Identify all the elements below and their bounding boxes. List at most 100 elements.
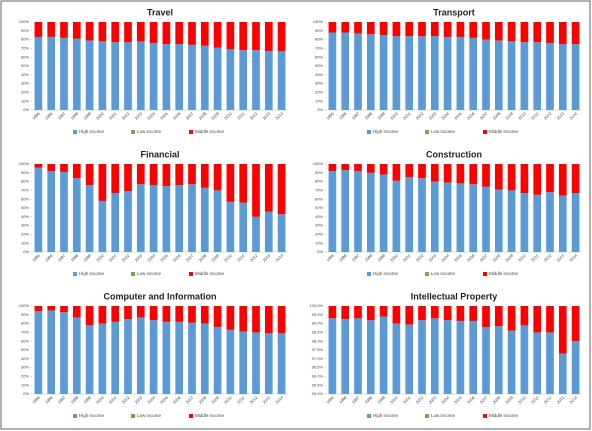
y-tick-label: 50% xyxy=(21,63,29,68)
x-tick-label: 2008 xyxy=(197,252,207,262)
bar-segment xyxy=(379,164,388,175)
x-tick-label: 2007 xyxy=(185,394,195,404)
legend-swatch xyxy=(425,130,429,134)
bar-segment xyxy=(188,184,196,252)
bar-segment xyxy=(239,306,248,332)
x-tick-label: 2004 xyxy=(440,394,450,404)
bar-segment xyxy=(175,44,184,110)
bar-segment xyxy=(34,311,43,394)
bar-segment xyxy=(264,211,273,252)
x-tick-label: 2002 xyxy=(415,110,425,120)
bar-segment xyxy=(379,22,388,36)
bar-segment xyxy=(469,184,478,252)
bar-segment xyxy=(175,22,184,44)
y-tick-label: 10% xyxy=(315,98,323,103)
bar-segment xyxy=(34,36,43,110)
bar-segment xyxy=(188,164,196,185)
bar-segment xyxy=(264,306,273,334)
x-tick-label: 2003 xyxy=(133,252,143,262)
bar-segment xyxy=(392,180,401,252)
bar-segment xyxy=(379,35,388,111)
bar-segment xyxy=(34,22,43,37)
bar-segment xyxy=(456,320,465,394)
x-tick-label: 2008 xyxy=(491,252,501,262)
bar-segment xyxy=(34,167,43,252)
bar-segment xyxy=(418,306,426,321)
bar-segment xyxy=(277,333,286,394)
x-tick-label: 2001 xyxy=(402,394,412,404)
bar-segment xyxy=(520,193,529,252)
y-tick-label: 50% xyxy=(315,205,323,210)
x-tick-label: 1996 xyxy=(44,252,54,262)
bar-segment xyxy=(366,306,375,321)
bar-segment xyxy=(520,325,529,394)
legend-label: High income xyxy=(79,413,105,418)
bar-segment xyxy=(72,164,81,179)
bar-segment xyxy=(60,312,68,394)
bar-segment xyxy=(482,186,490,252)
y-tick-label: 30% xyxy=(21,223,29,228)
bar-segment xyxy=(418,22,426,37)
bar-segment xyxy=(341,319,350,394)
bar-segment xyxy=(328,32,337,111)
x-tick-label: 2008 xyxy=(197,394,207,404)
y-tick-label: 97.0% xyxy=(312,356,324,361)
legend-label: High income xyxy=(373,129,399,134)
x-tick-label: 2013 xyxy=(261,394,271,404)
bar-segment xyxy=(200,45,209,111)
bar-segment xyxy=(546,332,554,394)
x-tick-label: 2001 xyxy=(402,252,412,262)
bar-segment xyxy=(277,214,286,252)
bar-segment xyxy=(175,306,184,322)
bar-segment xyxy=(443,164,452,183)
bar-segment xyxy=(239,50,248,110)
x-tick-label: 2007 xyxy=(479,252,489,262)
bar-segment xyxy=(149,43,158,111)
bar-segment xyxy=(533,22,542,43)
x-tick-label: 1996 xyxy=(338,394,348,404)
bar-segment xyxy=(264,164,273,212)
bar-segment xyxy=(418,320,426,394)
x-tick-label: 1998 xyxy=(363,252,373,262)
bar-segment xyxy=(392,22,401,37)
x-tick-label: 2009 xyxy=(504,252,514,262)
bar-segment xyxy=(494,22,503,41)
bar-segment xyxy=(469,164,478,185)
bar-segment xyxy=(111,193,120,252)
bar-segment xyxy=(430,164,439,182)
bar-segment xyxy=(507,41,516,110)
bar-segment xyxy=(533,42,542,110)
legend-label: High income xyxy=(373,413,399,418)
bar-segment xyxy=(533,332,542,394)
bar-segment xyxy=(443,306,452,321)
x-tick-label: 2001 xyxy=(108,252,118,262)
bar-segment xyxy=(226,49,235,110)
legend-swatch xyxy=(483,272,487,276)
bar-segment xyxy=(469,22,478,38)
x-tick-label: 2005 xyxy=(159,252,169,262)
chart-title: Computer and Information xyxy=(104,291,217,301)
legend-label: High income xyxy=(79,129,105,134)
x-tick-label: 2001 xyxy=(108,110,118,120)
x-tick-label: 1997 xyxy=(57,252,67,262)
bar-segment xyxy=(252,216,260,252)
bar-segment xyxy=(405,36,414,110)
chart-panel: Intellectual Property 95.0% 95.5% 96.0% 96.5… xyxy=(309,291,582,418)
bar-segment xyxy=(226,164,235,202)
x-tick-label: 1995 xyxy=(325,252,335,262)
x-tick-label: 2001 xyxy=(108,394,118,404)
legend-swatch xyxy=(367,272,371,276)
x-tick-label: 2006 xyxy=(172,252,182,262)
x-tick-label: 1998 xyxy=(69,394,79,404)
x-tick-label: 2012 xyxy=(249,394,259,404)
y-tick-label: 90% xyxy=(21,28,29,33)
bar-segment xyxy=(456,36,465,110)
x-tick-label: 2009 xyxy=(210,252,220,262)
bar-segment xyxy=(546,164,554,193)
y-tick-label: 50% xyxy=(21,205,29,210)
bar-segment xyxy=(469,37,478,111)
legend-swatch xyxy=(131,130,135,134)
x-tick-label: 1999 xyxy=(376,252,386,262)
y-tick-label: 70% xyxy=(315,45,323,50)
bar-segment xyxy=(571,306,580,342)
